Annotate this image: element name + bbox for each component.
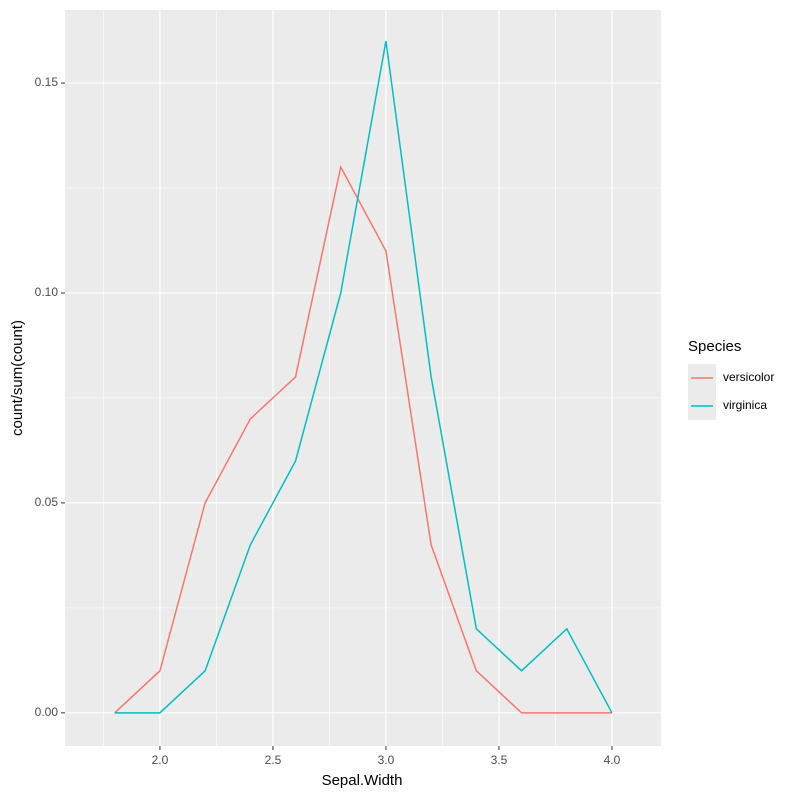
y-tick-label: 0.00: [35, 705, 59, 719]
x-axis-title: Sepal.Width: [322, 772, 403, 789]
series-line: [114, 164, 612, 714]
y-tick-label: 0.05: [35, 495, 59, 509]
lines: [114, 40, 613, 714]
y-axis-title: count/sum(count): [9, 320, 26, 436]
legend-label: versicolor: [723, 370, 774, 384]
panel: [65, 10, 661, 746]
legend-title: Species: [688, 338, 741, 355]
x-tick-label: 4.0: [604, 753, 621, 767]
legend-label: virginica: [723, 398, 767, 412]
x-tick-label: 3.5: [491, 753, 508, 767]
x-tick-label: 2.0: [152, 753, 169, 767]
series-line: [114, 40, 613, 714]
y-tick-label: 0.15: [35, 75, 59, 89]
x-tick-label: 3.0: [378, 753, 395, 767]
y-tick-label: 0.10: [35, 285, 59, 299]
x-tick-label: 2.5: [265, 753, 282, 767]
